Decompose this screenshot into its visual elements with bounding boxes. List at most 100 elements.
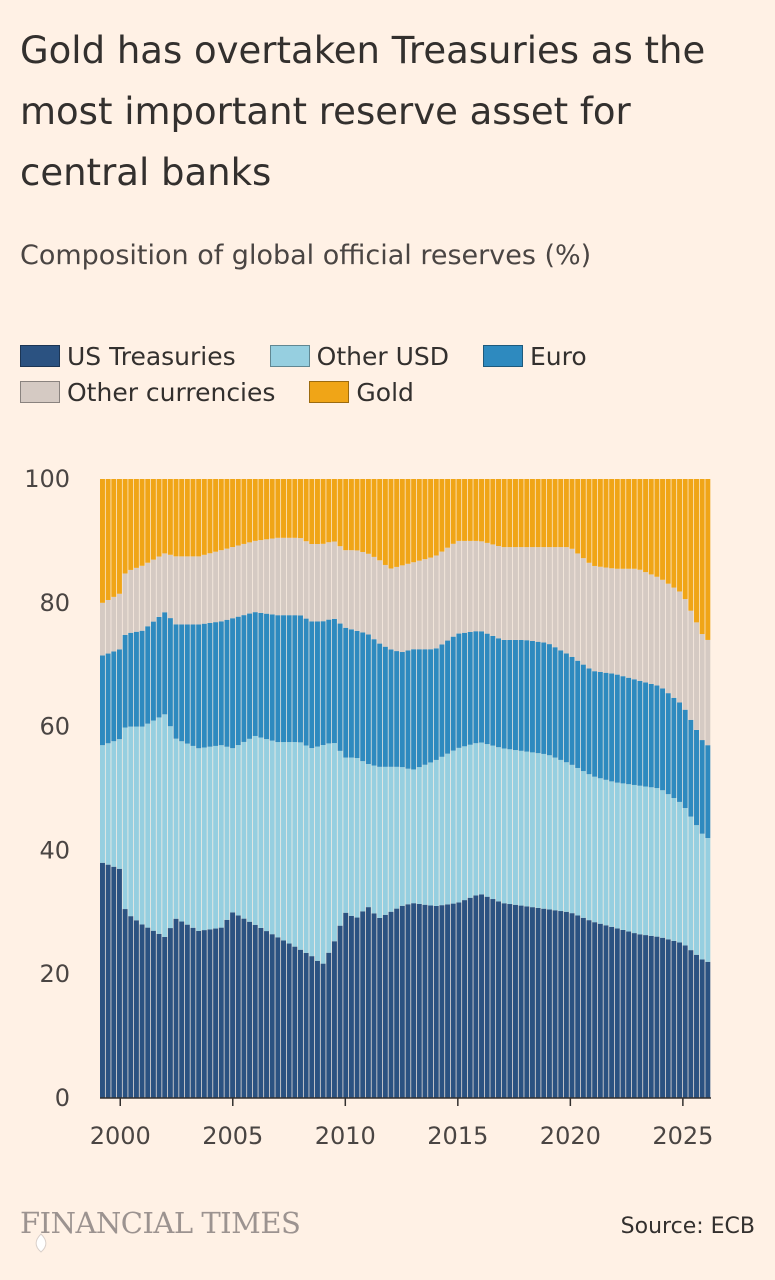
bar-euro-53 (399, 652, 405, 768)
bar-euro-86 (586, 668, 592, 775)
bar-euro-70 (496, 638, 501, 748)
bar-other-currencies-30 (269, 538, 275, 615)
bar-euro-88 (597, 671, 603, 779)
y-tick-label: 0 (55, 1084, 70, 1112)
bar-us-treasuries-78 (541, 908, 547, 1098)
bar-us-treasuries-87 (592, 922, 598, 1098)
bar-gold-92 (620, 479, 626, 569)
bar-other-currencies-65 (467, 540, 473, 632)
bar-other-usd-98 (654, 788, 660, 937)
bar-us-treasuries-20 (213, 928, 219, 1098)
bar-us-treasuries-50 (382, 914, 388, 1098)
bar-gold-66 (473, 479, 479, 541)
bar-us-treasuries-90 (609, 926, 615, 1098)
bar-other-usd-92 (620, 783, 626, 930)
bar-other-usd-27 (252, 735, 258, 925)
bar-gold-82 (563, 479, 569, 548)
bar-other-usd-29 (264, 739, 270, 932)
bar-us-treasuries-81 (558, 911, 564, 1098)
bar-gold-97 (648, 479, 654, 575)
bar-other-usd-20 (213, 745, 219, 929)
bar-other-usd-21 (218, 745, 224, 928)
bar-other-usd-32 (281, 742, 286, 941)
bar-other-usd-86 (586, 774, 592, 921)
bar-other-usd-101 (671, 798, 677, 941)
bar-euro-74 (518, 639, 524, 751)
bar-other-currencies-78 (541, 547, 547, 643)
bar-gold-3 (116, 479, 122, 594)
bar-other-currencies-54 (405, 563, 411, 651)
bar-other-currencies-22 (224, 548, 230, 620)
bar-us-treasuries-62 (450, 903, 456, 1098)
bar-other-usd-45 (354, 758, 360, 918)
bar-euro-98 (654, 685, 660, 789)
bar-us-treasuries-91 (614, 928, 620, 1098)
bar-us-treasuries-95 (637, 934, 643, 1098)
bar-other-usd-44 (348, 757, 354, 916)
bar-gold-27 (252, 479, 258, 541)
bar-gold-46 (360, 479, 366, 552)
bar-euro-34 (292, 615, 298, 743)
bar-other-currencies-75 (524, 547, 530, 641)
bar-euro-25 (241, 615, 247, 742)
bar-other-currencies-49 (377, 560, 383, 644)
bar-euro-46 (360, 632, 366, 762)
bar-euro-21 (218, 621, 224, 746)
bar-us-treasuries-6 (133, 920, 139, 1098)
bar-other-currencies-45 (354, 550, 360, 631)
bar-gold-96 (643, 479, 649, 573)
bar-gold-33 (286, 479, 292, 538)
bar-other-currencies-77 (535, 547, 541, 642)
bar-euro-69 (490, 635, 496, 746)
bar-gold-74 (518, 479, 524, 548)
bar-gold-94 (631, 479, 637, 569)
bar-us-treasuries-33 (286, 943, 292, 1098)
bar-euro-73 (512, 639, 518, 751)
bar-gold-4 (122, 479, 128, 574)
bar-other-currencies-103 (682, 599, 688, 710)
bar-euro-32 (281, 615, 286, 743)
bar-other-usd-5 (128, 726, 134, 917)
bar-euro-5 (128, 632, 134, 727)
bar-euro-101 (671, 697, 677, 799)
chart-title: Gold has overtaken Treasuries as the mos… (20, 29, 706, 194)
bar-other-usd-64 (462, 746, 468, 901)
bar-other-usd-60 (439, 756, 445, 906)
bar-other-usd-76 (529, 752, 535, 908)
bar-us-treasuries-7 (139, 924, 145, 1098)
bar-us-treasuries-106 (699, 959, 705, 1098)
legend-label-other-currencies: Other currencies (67, 377, 276, 407)
bar-gold-41 (331, 479, 337, 542)
y-tick-label: 60 (39, 713, 70, 741)
bar-gold-73 (512, 479, 518, 548)
chart-subtitle: Composition of global official reserves … (20, 240, 592, 271)
bar-other-currencies-26 (247, 542, 253, 614)
bar-gold-12 (167, 479, 173, 555)
bar-gold-1 (105, 479, 111, 600)
bar-us-treasuries-99 (660, 937, 666, 1098)
bar-other-usd-9 (150, 720, 156, 931)
bar-euro-44 (348, 629, 354, 758)
bar-gold-70 (496, 479, 501, 546)
bar-us-treasuries-103 (682, 945, 688, 1098)
bar-other-currencies-53 (399, 565, 405, 653)
bar-us-treasuries-96 (643, 935, 649, 1098)
bar-gold-16 (190, 479, 196, 557)
bar-us-treasuries-71 (501, 903, 507, 1098)
legend-swatch-euro (483, 345, 523, 367)
bar-gold-30 (269, 479, 275, 539)
x-tick-label: 2005 (202, 1122, 263, 1150)
bar-us-treasuries-104 (688, 950, 694, 1098)
bar-other-usd-100 (665, 794, 671, 940)
bar-us-treasuries-14 (179, 921, 185, 1098)
bar-us-treasuries-48 (371, 913, 377, 1098)
bar-gold-90 (609, 479, 615, 569)
bar-euro-10 (156, 616, 162, 718)
bar-us-treasuries-64 (462, 900, 468, 1098)
bar-euro-61 (445, 640, 451, 754)
bar-other-currencies-59 (433, 555, 439, 649)
bar-us-treasuries-82 (563, 911, 569, 1098)
bar-euro-80 (552, 647, 558, 758)
bar-other-currencies-1 (105, 599, 111, 654)
bar-other-usd-28 (258, 737, 264, 928)
